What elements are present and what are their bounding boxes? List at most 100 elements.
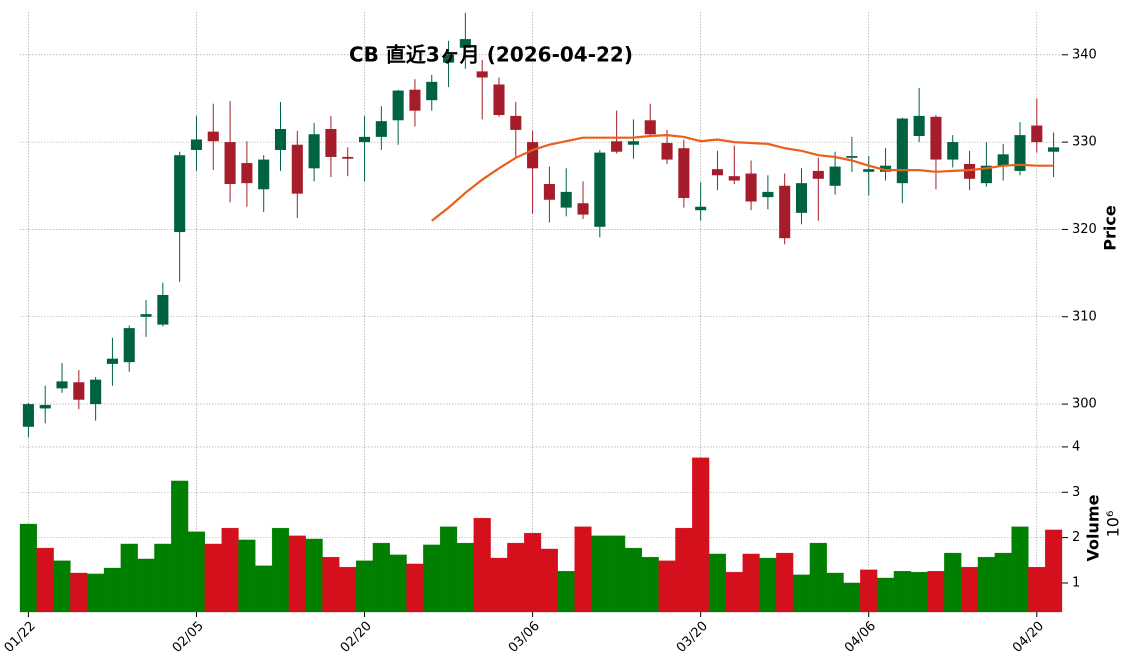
candle-body bbox=[745, 173, 757, 202]
candle-body bbox=[913, 115, 925, 136]
candle-body bbox=[812, 170, 824, 179]
x-tick-label: 04/20 bbox=[1010, 619, 1047, 656]
candle-body bbox=[711, 169, 724, 176]
volume-bar bbox=[557, 571, 575, 613]
candle-body bbox=[560, 191, 572, 208]
volume-bar bbox=[288, 535, 306, 613]
candle-body bbox=[274, 129, 287, 150]
volume-bar bbox=[456, 542, 474, 613]
candle-body bbox=[358, 136, 371, 143]
volume-bar bbox=[826, 572, 844, 613]
candle-body bbox=[695, 206, 707, 211]
x-tick-label: 02/20 bbox=[338, 619, 375, 656]
volume-bar bbox=[608, 535, 626, 613]
volume-bar bbox=[759, 557, 777, 613]
volume-bar bbox=[1028, 566, 1046, 613]
candle-body bbox=[207, 131, 219, 142]
candle-body bbox=[1014, 135, 1026, 171]
candle-body bbox=[1048, 147, 1060, 152]
candle-body bbox=[342, 156, 354, 159]
volume-bar bbox=[725, 571, 743, 613]
y-tick-label: 2 bbox=[1072, 530, 1080, 545]
candle-body bbox=[174, 155, 186, 233]
volume-bar bbox=[103, 567, 121, 613]
volume-bar bbox=[809, 542, 827, 613]
volume-bar bbox=[641, 556, 659, 613]
moving-average-line bbox=[431, 133, 1054, 222]
y-tick-label: 4 bbox=[1072, 439, 1080, 454]
candle-body bbox=[594, 152, 606, 227]
candle-body bbox=[258, 159, 270, 190]
y-tick-label: 330 bbox=[1072, 135, 1097, 150]
volume-bar bbox=[742, 553, 760, 613]
candle-body bbox=[459, 39, 471, 48]
x-tick-label: 02/05 bbox=[170, 619, 207, 656]
candle-body bbox=[476, 71, 488, 78]
candle-body bbox=[930, 116, 942, 160]
x-tick-label: 04/06 bbox=[842, 619, 879, 656]
x-tick-label: 03/20 bbox=[674, 619, 711, 656]
volume-bar bbox=[440, 526, 458, 613]
volume-bar bbox=[473, 517, 491, 613]
volume-bar bbox=[675, 527, 693, 613]
volume-axis-label: Volume bbox=[1084, 494, 1103, 561]
volume-bar bbox=[339, 566, 357, 613]
candle-body bbox=[896, 118, 908, 184]
volume-bar bbox=[860, 569, 878, 613]
candle-body bbox=[22, 404, 34, 427]
candle-body bbox=[106, 358, 118, 364]
volume-bar bbox=[961, 566, 979, 613]
volume-bar bbox=[70, 572, 88, 613]
volume-bar bbox=[238, 539, 256, 613]
volume-bar bbox=[927, 571, 945, 613]
candle-body bbox=[241, 163, 253, 184]
volume-bar bbox=[53, 560, 71, 613]
volume-bar bbox=[843, 582, 861, 613]
candle-body bbox=[426, 81, 438, 101]
candle-body bbox=[123, 328, 135, 363]
volume-scale-label: 10⁶ bbox=[1104, 511, 1123, 538]
volume-bar bbox=[1011, 526, 1029, 613]
price-axis-label: Price bbox=[1101, 205, 1120, 251]
candle-body bbox=[392, 90, 404, 121]
candle-body bbox=[140, 314, 152, 317]
candle-body bbox=[728, 176, 740, 181]
volume-bar bbox=[708, 553, 727, 613]
volume-bar bbox=[977, 556, 995, 613]
volume-bar bbox=[1045, 529, 1063, 613]
candle-body bbox=[644, 120, 656, 135]
volume-bar bbox=[137, 558, 155, 613]
candle-body bbox=[762, 191, 774, 198]
y-tick-label: 300 bbox=[1072, 397, 1097, 412]
volume-bar bbox=[271, 527, 290, 613]
volume-bar bbox=[322, 556, 340, 613]
volume-bar bbox=[944, 552, 962, 613]
candle-body bbox=[947, 142, 959, 160]
y-tick-label: 1 bbox=[1072, 575, 1080, 590]
candle-body bbox=[779, 185, 791, 239]
candle-body bbox=[543, 184, 555, 200]
volume-bar bbox=[154, 543, 172, 613]
chart-title: CB 直近3ヶ月 (2026-04-22) bbox=[349, 43, 633, 67]
volume-bar bbox=[204, 543, 222, 613]
candle-body bbox=[527, 142, 539, 169]
candle-body bbox=[678, 148, 690, 198]
candle-body bbox=[1031, 125, 1043, 143]
volume-bar bbox=[776, 552, 794, 613]
candle-body bbox=[291, 144, 303, 194]
x-tick-label: 03/06 bbox=[506, 619, 543, 656]
volume-bar bbox=[305, 538, 323, 613]
volume-bar bbox=[876, 577, 895, 613]
candle-body bbox=[577, 203, 589, 215]
volume-bar bbox=[36, 547, 54, 613]
volume-bar bbox=[910, 571, 928, 613]
y-tick-label: 340 bbox=[1072, 47, 1097, 62]
volume-bar bbox=[120, 543, 138, 613]
volume-bar bbox=[540, 548, 558, 613]
candle-body bbox=[39, 404, 51, 409]
volume-bar bbox=[792, 574, 811, 613]
candle-body bbox=[510, 115, 522, 130]
candle-body bbox=[661, 142, 673, 160]
volume-bar bbox=[994, 552, 1012, 613]
